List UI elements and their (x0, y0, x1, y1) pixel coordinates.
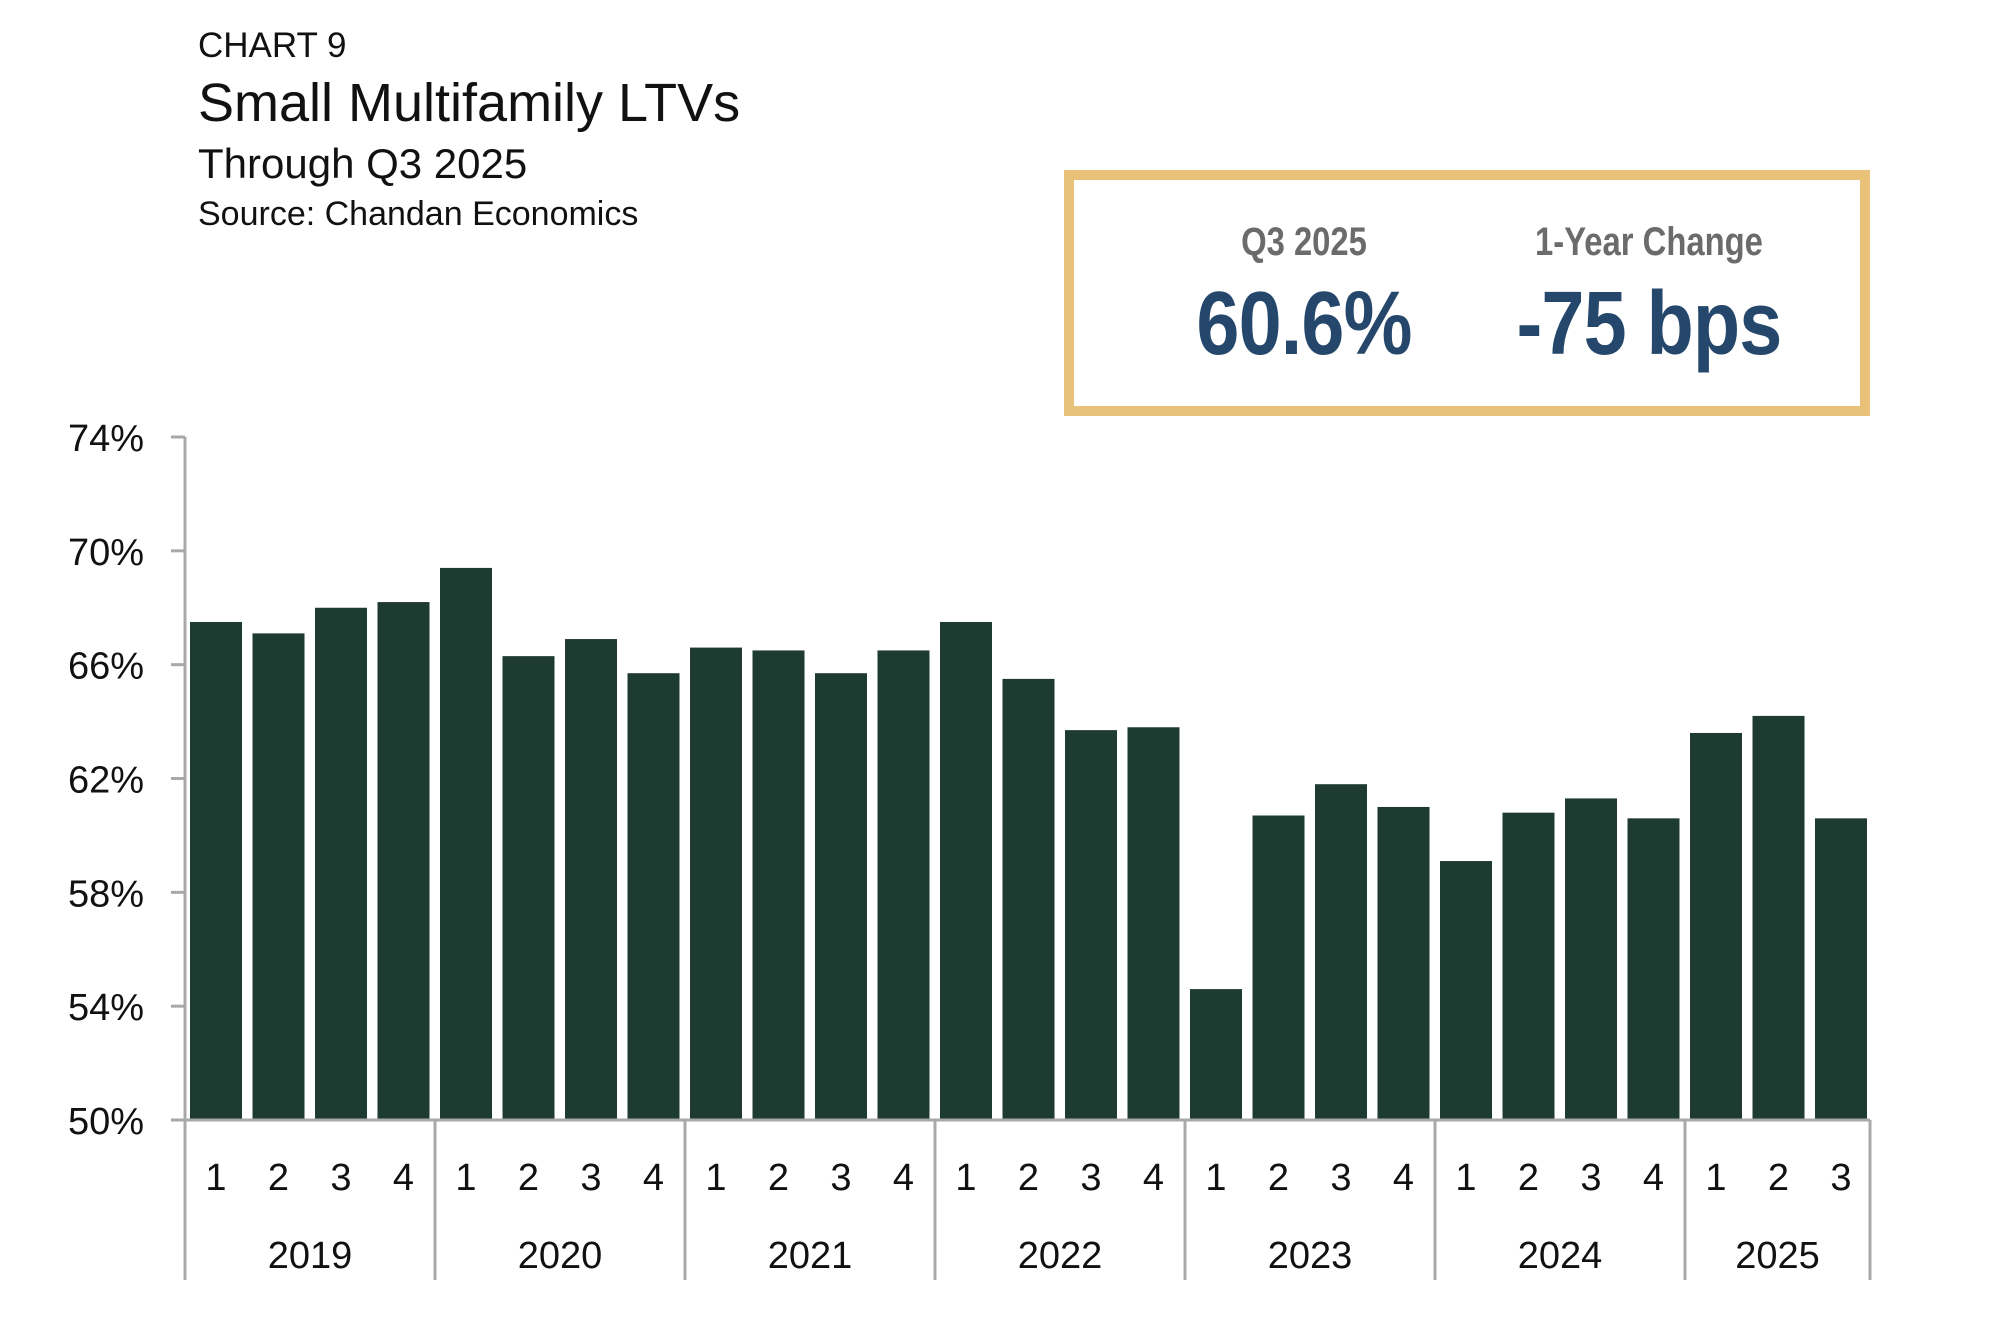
x-tick-label: 2 (268, 1157, 289, 1199)
bar (190, 621, 242, 1120)
bar (1502, 812, 1555, 1120)
y-tick-label: 58% (68, 873, 144, 915)
bar (627, 673, 680, 1120)
bar (440, 567, 492, 1120)
kpi-current-value: 60.6% (1196, 274, 1412, 374)
bar (1315, 784, 1367, 1120)
kpi-change-value: -75 bps (1516, 274, 1783, 374)
x-tick-label: 2 (518, 1157, 539, 1199)
bar (815, 673, 867, 1120)
kpi-current-label: Q3 2025 (1241, 220, 1367, 264)
bar (377, 602, 430, 1120)
y-tick-label: 62% (68, 760, 144, 802)
x-tick-label: 4 (1643, 1157, 1664, 1199)
x-tick-label: 4 (643, 1157, 664, 1199)
bar (1127, 727, 1180, 1120)
x-tick-label: 3 (1580, 1157, 1601, 1199)
x-tick-label: 4 (393, 1157, 414, 1199)
bar (1440, 861, 1492, 1120)
bar (1627, 818, 1680, 1120)
x-tick-label: 3 (1330, 1157, 1351, 1199)
kpi-box: Q3 2025 60.6% 1-Year Change -75 bps (1064, 170, 1870, 416)
chart-source: Source: Chandan Economics (198, 195, 639, 233)
year-label: 2025 (1735, 1235, 1820, 1277)
year-label: 2020 (518, 1235, 603, 1277)
x-tick-label: 3 (1830, 1157, 1851, 1199)
bar (1190, 989, 1242, 1120)
x-tick-label: 2 (1018, 1157, 1039, 1199)
x-tick-label: 2 (1518, 1157, 1539, 1199)
bar (252, 633, 305, 1120)
y-tick-label: 74% (68, 418, 144, 460)
x-tick-label: 1 (1705, 1157, 1726, 1199)
bar (877, 650, 930, 1120)
bar (1065, 730, 1117, 1120)
year-label: 2024 (1518, 1235, 1603, 1277)
bar (940, 621, 992, 1120)
bar (752, 650, 805, 1120)
year-label: 2023 (1268, 1235, 1353, 1277)
bar (1002, 678, 1055, 1120)
bar (1690, 732, 1742, 1120)
x-tick-label: 3 (330, 1157, 351, 1199)
x-tick-label: 1 (1455, 1157, 1476, 1199)
x-tick-label: 4 (893, 1157, 914, 1199)
bar (1752, 715, 1805, 1120)
x-tick-label: 1 (1205, 1157, 1226, 1199)
y-tick-label: 54% (68, 987, 144, 1029)
x-tick-label: 1 (955, 1157, 976, 1199)
chart-subtitle: Through Q3 2025 (198, 140, 528, 187)
x-tick-label: 3 (580, 1157, 601, 1199)
chart-title: Small Multifamily LTVs (198, 73, 741, 133)
year-label: 2021 (768, 1235, 853, 1277)
bar (502, 656, 555, 1120)
x-tick-label: 1 (205, 1157, 226, 1199)
chart-label: CHART 9 (198, 26, 347, 65)
x-tick-label: 3 (830, 1157, 851, 1199)
x-tick-label: 2 (768, 1157, 789, 1199)
kpi-change-label: 1-Year Change (1535, 220, 1763, 264)
bar (1815, 818, 1867, 1120)
kpi-current: Q3 2025 60.6% (1134, 220, 1474, 376)
year-label: 2019 (268, 1235, 353, 1277)
bar (315, 607, 367, 1120)
y-tick-label: 50% (68, 1101, 144, 1143)
x-tick-label: 4 (1393, 1157, 1414, 1199)
y-tick-label: 66% (68, 646, 144, 688)
x-tick-label: 1 (455, 1157, 476, 1199)
year-label: 2022 (1018, 1235, 1103, 1277)
x-tick-label: 4 (1143, 1157, 1164, 1199)
bar (1565, 798, 1617, 1120)
bar (565, 639, 617, 1120)
x-tick-label: 3 (1080, 1157, 1101, 1199)
x-tick-label: 2 (1268, 1157, 1289, 1199)
bar (690, 647, 742, 1120)
x-tick-label: 2 (1768, 1157, 1789, 1199)
bar (1377, 806, 1430, 1120)
kpi-change: 1-Year Change -75 bps (1464, 220, 1834, 376)
bar (1252, 815, 1305, 1120)
y-tick-label: 70% (68, 532, 144, 574)
x-tick-label: 1 (705, 1157, 726, 1199)
